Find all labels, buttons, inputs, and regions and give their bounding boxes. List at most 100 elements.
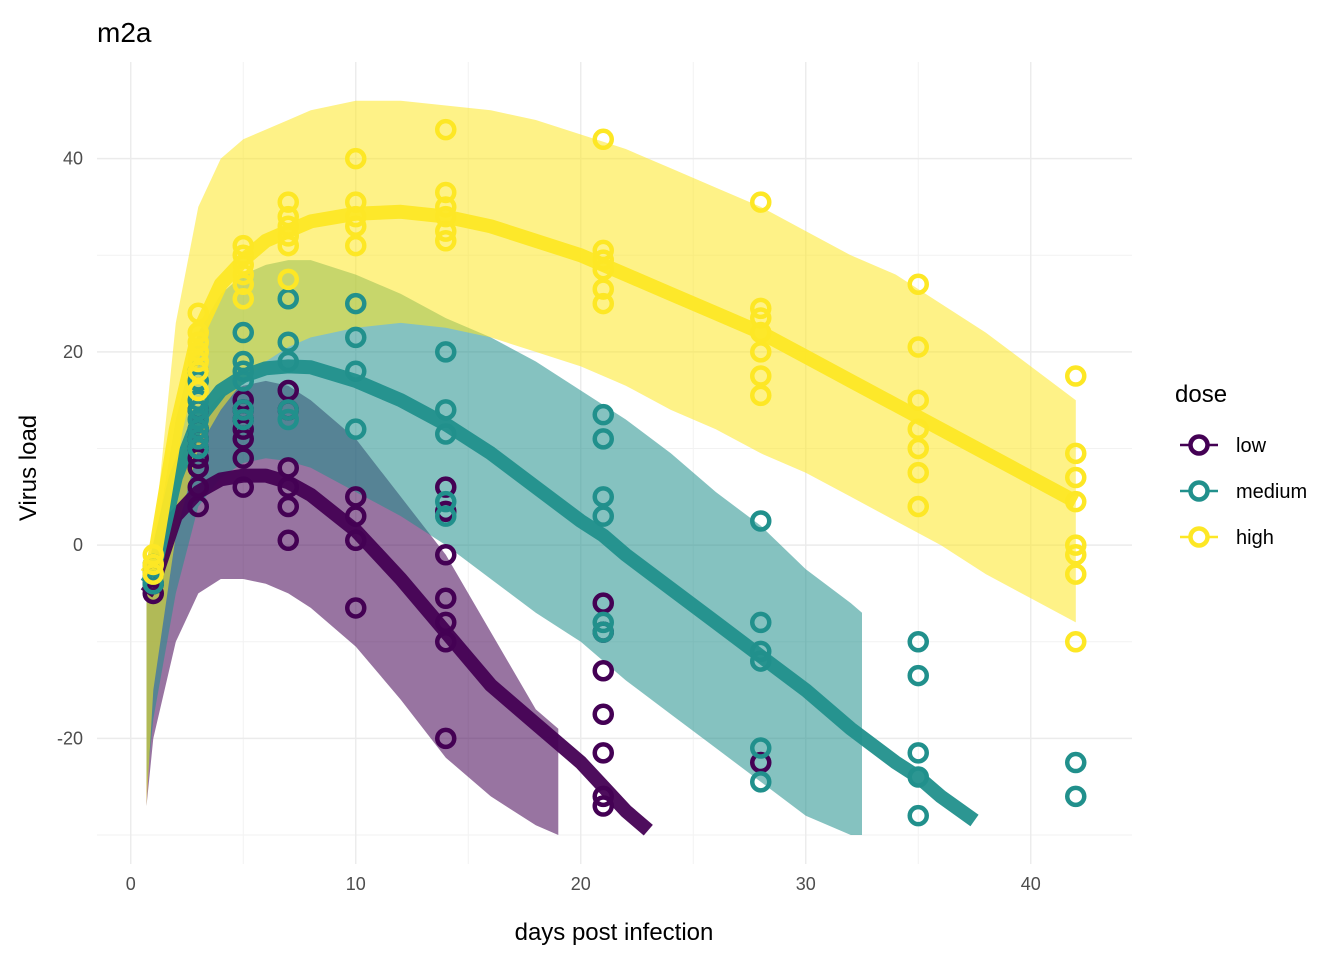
point-high <box>277 191 299 213</box>
point-high <box>592 128 614 151</box>
point-high <box>187 321 209 344</box>
point-high <box>232 244 254 267</box>
point-high <box>907 389 929 411</box>
point-medium <box>1065 751 1087 774</box>
band-medium <box>146 260 862 836</box>
point-medium <box>277 399 299 421</box>
y-axis-title: Virus load <box>15 415 42 521</box>
point-medium <box>187 437 209 460</box>
y-tick-label: 40 <box>63 149 83 169</box>
point-high <box>1065 466 1087 489</box>
point-medium <box>750 650 772 672</box>
legend-item-low: low <box>1180 434 1267 457</box>
point-low <box>592 659 614 682</box>
y-tick-label: 20 <box>63 342 83 362</box>
point-low <box>345 486 367 508</box>
point-medium <box>750 611 772 634</box>
point-medium <box>907 631 929 653</box>
point-high <box>907 437 929 460</box>
point-medium <box>142 573 164 595</box>
point-medium <box>592 486 614 508</box>
point-high <box>592 239 614 262</box>
point-high <box>750 307 772 329</box>
point-high <box>592 258 614 281</box>
point-medium <box>187 418 209 440</box>
point-high <box>232 273 254 295</box>
point-low <box>592 592 614 614</box>
point-high <box>345 205 367 228</box>
point-high <box>435 196 457 218</box>
point-low <box>142 582 164 605</box>
point-low <box>435 727 457 750</box>
point-high <box>435 181 457 204</box>
point-high <box>187 379 209 402</box>
point-low <box>592 795 614 817</box>
point-low <box>187 476 209 498</box>
point-medium <box>592 505 614 527</box>
point-medium <box>1065 785 1087 808</box>
point-medium <box>435 341 457 363</box>
point-low <box>277 495 299 518</box>
point-medium <box>232 321 254 344</box>
point-low <box>232 389 254 411</box>
point-medium <box>907 664 929 687</box>
point-high <box>592 249 614 271</box>
point-medium <box>232 350 254 373</box>
point-medium <box>592 621 614 643</box>
point-medium <box>277 408 299 431</box>
point-high <box>750 321 772 344</box>
point-medium <box>750 510 772 532</box>
point-medium <box>907 766 929 788</box>
y-tick-label: 0 <box>73 535 83 555</box>
point-high <box>907 418 929 440</box>
point-medium <box>592 403 614 426</box>
point-high <box>345 147 367 170</box>
point-high <box>1065 534 1087 556</box>
point-medium <box>345 292 367 315</box>
point-medium <box>435 423 457 445</box>
point-high <box>750 341 772 363</box>
point-low <box>277 476 299 498</box>
point-low <box>435 631 457 653</box>
point-high <box>907 495 929 518</box>
point-high <box>750 297 772 320</box>
point-high <box>345 215 367 238</box>
point-low <box>232 447 254 469</box>
point-medium <box>435 505 457 527</box>
point-high <box>592 292 614 315</box>
legend-label-low: low <box>1236 435 1267 457</box>
legend-marker-medium <box>1188 480 1210 502</box>
point-high <box>187 350 209 373</box>
point-high <box>750 384 772 407</box>
point-medium <box>592 428 614 450</box>
legend-label-high: high <box>1236 527 1274 549</box>
point-low <box>345 529 367 552</box>
line-high <box>140 204 1080 579</box>
point-low <box>277 529 299 552</box>
point-high <box>277 225 299 247</box>
legend-label-medium: medium <box>1236 481 1307 503</box>
point-medium <box>435 399 457 421</box>
point-medium <box>277 287 299 310</box>
point-low <box>592 785 614 808</box>
line-medium <box>140 359 979 827</box>
point-low <box>277 379 299 402</box>
point-high <box>435 118 457 141</box>
point-high <box>232 254 254 276</box>
point-medium <box>345 418 367 440</box>
legend: dose low medium high <box>1175 381 1307 549</box>
point-medium <box>232 370 254 392</box>
point-low <box>232 476 254 498</box>
x-tick-label: 20 <box>571 874 591 894</box>
point-low <box>592 742 614 764</box>
legend-title: dose <box>1175 381 1227 408</box>
point-high <box>142 544 164 566</box>
point-medium <box>592 611 614 634</box>
point-low <box>187 495 209 518</box>
point-high <box>1065 490 1087 513</box>
y-tick-label: -20 <box>57 728 83 748</box>
point-high <box>187 331 209 353</box>
point-medium <box>345 326 367 349</box>
